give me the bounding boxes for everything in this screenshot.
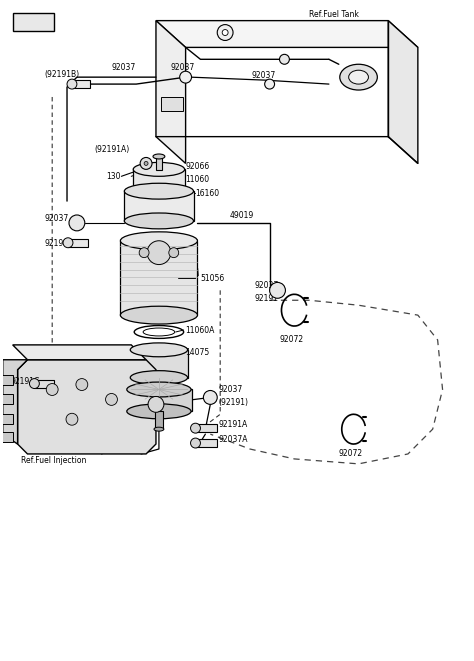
Circle shape <box>46 383 58 395</box>
Circle shape <box>270 282 285 298</box>
Ellipse shape <box>349 70 368 84</box>
Text: FRONT: FRONT <box>20 19 47 24</box>
Text: 92037: 92037 <box>171 63 195 72</box>
Circle shape <box>217 24 233 40</box>
Text: 92072: 92072 <box>339 449 363 459</box>
Polygon shape <box>388 20 418 163</box>
Circle shape <box>29 379 39 389</box>
Text: 92191A: 92191A <box>218 420 247 429</box>
Ellipse shape <box>124 183 193 199</box>
Ellipse shape <box>153 154 165 159</box>
Ellipse shape <box>130 343 188 357</box>
Text: 92037: 92037 <box>111 63 136 72</box>
Ellipse shape <box>120 306 198 324</box>
Bar <box>13 13 54 30</box>
Bar <box>0 395 13 405</box>
Bar <box>155 411 163 429</box>
Ellipse shape <box>340 64 377 90</box>
Polygon shape <box>156 20 418 48</box>
Text: 92191C: 92191C <box>11 377 40 386</box>
Ellipse shape <box>133 184 184 198</box>
Text: Ref.Fuel Injection: Ref.Fuel Injection <box>20 456 86 465</box>
Polygon shape <box>13 345 146 360</box>
Text: 92037: 92037 <box>218 385 243 394</box>
Bar <box>195 424 217 432</box>
Circle shape <box>66 413 78 425</box>
Bar <box>156 157 162 171</box>
Bar <box>130 350 188 377</box>
Text: 14075: 14075 <box>186 348 210 358</box>
Circle shape <box>76 379 88 391</box>
Circle shape <box>140 157 152 169</box>
Bar <box>120 241 198 315</box>
Bar <box>0 375 13 385</box>
Circle shape <box>169 248 179 258</box>
Circle shape <box>63 238 73 248</box>
Polygon shape <box>3 360 27 444</box>
Text: 49019: 49019 <box>230 212 255 221</box>
Circle shape <box>203 391 217 405</box>
Text: 92037: 92037 <box>252 71 276 80</box>
Bar <box>161 97 182 111</box>
Text: 16160: 16160 <box>195 188 219 198</box>
Circle shape <box>69 215 85 231</box>
Circle shape <box>280 54 290 64</box>
Circle shape <box>191 438 201 448</box>
Ellipse shape <box>124 213 193 229</box>
Circle shape <box>191 423 201 433</box>
Ellipse shape <box>154 427 164 431</box>
Bar <box>35 379 54 387</box>
Bar <box>72 80 90 88</box>
Circle shape <box>67 79 77 89</box>
Bar <box>124 191 193 221</box>
Text: 92191B: 92191B <box>44 239 73 249</box>
Text: (92191B): (92191B) <box>44 69 80 79</box>
Text: Ref.Fuel Tank: Ref.Fuel Tank <box>309 10 359 19</box>
Text: 130: 130 <box>107 172 121 181</box>
Circle shape <box>144 161 148 165</box>
Text: 92191: 92191 <box>255 293 279 303</box>
Text: 11060A: 11060A <box>186 325 215 334</box>
Text: 92072: 92072 <box>280 335 304 344</box>
Text: 11060: 11060 <box>186 175 210 184</box>
Polygon shape <box>156 20 186 163</box>
Text: (92191): (92191) <box>218 398 248 407</box>
Bar <box>133 169 184 191</box>
Circle shape <box>139 248 149 258</box>
Polygon shape <box>18 360 156 454</box>
Ellipse shape <box>120 232 198 250</box>
Circle shape <box>264 79 274 89</box>
Ellipse shape <box>133 163 184 176</box>
Text: 51056: 51056 <box>201 274 225 283</box>
Text: 92037A: 92037A <box>218 434 248 444</box>
Text: (92191A): (92191A) <box>95 145 130 154</box>
Circle shape <box>180 71 191 83</box>
Bar <box>0 414 13 424</box>
Bar <box>128 389 191 411</box>
Bar <box>0 432 13 442</box>
Ellipse shape <box>127 382 191 397</box>
Text: 92066: 92066 <box>186 162 210 171</box>
Circle shape <box>148 397 164 412</box>
Ellipse shape <box>127 404 191 419</box>
Text: 92037: 92037 <box>255 281 279 290</box>
Text: 92037: 92037 <box>44 214 69 223</box>
Circle shape <box>222 30 228 36</box>
Ellipse shape <box>130 371 188 385</box>
Circle shape <box>147 241 171 264</box>
Bar <box>195 439 217 447</box>
Bar <box>68 239 88 247</box>
Circle shape <box>106 393 118 405</box>
